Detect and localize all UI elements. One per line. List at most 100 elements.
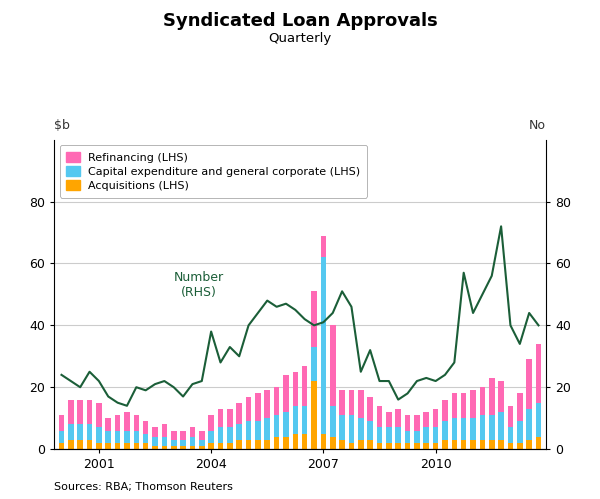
Bar [218,443,223,449]
Bar [96,428,102,443]
Bar [106,418,111,431]
Text: Number
(RHS): Number (RHS) [174,271,224,299]
Bar [405,443,410,449]
Bar [414,431,420,443]
Bar [171,440,176,446]
Bar [479,415,485,440]
Legend: Refinancing (LHS), Capital expenditure and general corporate (LHS), Acquisitions: Refinancing (LHS), Capital expenditure a… [59,145,367,198]
Bar [386,443,392,449]
Bar [461,418,466,440]
Bar [190,437,195,446]
Bar [236,440,242,449]
Bar [424,412,429,428]
Bar [414,415,420,431]
Bar [199,440,205,446]
Bar [124,443,130,449]
Bar [283,375,289,412]
Bar [283,412,289,437]
Bar [414,443,420,449]
Bar [489,440,494,449]
Bar [349,390,354,415]
Bar [161,446,167,449]
Bar [498,381,504,412]
Bar [358,418,364,440]
Bar [367,397,373,421]
Bar [358,390,364,418]
Bar [246,397,251,421]
Bar [246,440,251,449]
Bar [526,409,532,440]
Bar [171,446,176,449]
Bar [442,421,448,440]
Bar [124,431,130,443]
Bar [190,446,195,449]
Bar [227,428,233,443]
Bar [134,415,139,431]
Bar [96,443,102,449]
Bar [498,412,504,440]
Bar [171,431,176,440]
Bar [68,400,74,424]
Bar [395,409,401,428]
Text: Quarterly: Quarterly [268,32,332,45]
Bar [143,421,148,434]
Bar [405,415,410,431]
Text: No: No [529,119,546,132]
Bar [87,400,92,424]
Bar [508,428,513,443]
Bar [255,393,261,421]
Bar [452,418,457,440]
Bar [218,428,223,443]
Bar [320,434,326,449]
Bar [470,418,476,440]
Bar [424,428,429,443]
Bar [274,415,280,437]
Bar [208,443,214,449]
Bar [330,325,335,406]
Bar [452,393,457,418]
Bar [199,446,205,449]
Bar [152,437,158,446]
Bar [115,415,121,431]
Bar [395,443,401,449]
Bar [517,393,523,421]
Bar [311,291,317,347]
Bar [330,437,335,449]
Bar [143,434,148,443]
Bar [227,443,233,449]
Bar [349,415,354,443]
Bar [386,412,392,428]
Bar [517,421,523,443]
Bar [293,434,298,449]
Bar [265,440,270,449]
Bar [106,431,111,443]
Bar [377,406,382,428]
Bar [199,431,205,440]
Bar [293,372,298,406]
Bar [68,440,74,449]
Bar [339,415,345,440]
Bar [508,406,513,428]
Bar [367,440,373,449]
Bar [208,415,214,431]
Bar [68,424,74,440]
Bar [302,434,307,449]
Bar [320,236,326,257]
Bar [339,440,345,449]
Bar [283,437,289,449]
Bar [293,406,298,434]
Bar [77,440,83,449]
Bar [255,440,261,449]
Bar [433,428,439,443]
Bar [405,431,410,443]
Bar [190,428,195,437]
Bar [218,409,223,428]
Bar [115,431,121,443]
Bar [461,393,466,418]
Bar [236,403,242,424]
Bar [143,443,148,449]
Bar [377,443,382,449]
Bar [87,440,92,449]
Bar [358,440,364,449]
Bar [395,428,401,443]
